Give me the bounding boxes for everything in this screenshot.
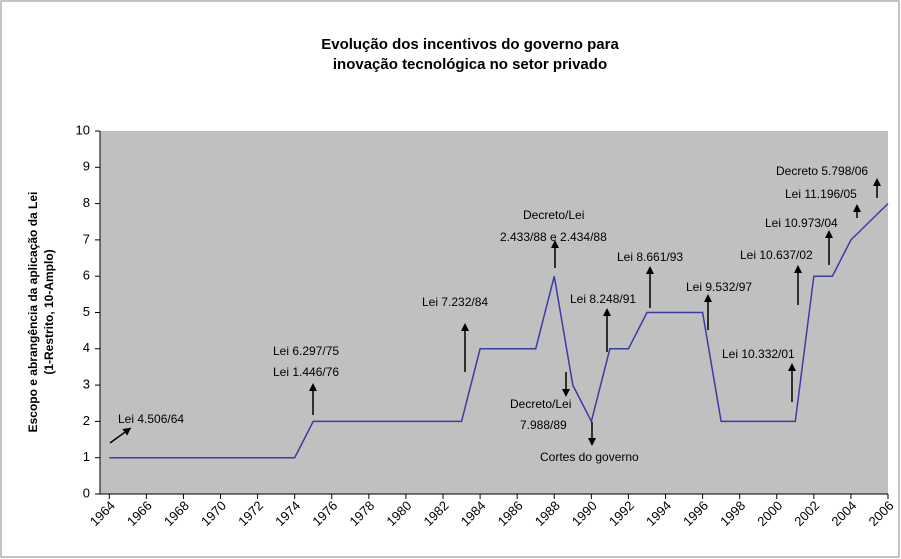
y-tick-label: 10 xyxy=(76,122,90,137)
y-tick-label: 8 xyxy=(83,195,90,210)
annotation: Lei 10.637/02 xyxy=(740,248,813,262)
annotation: Lei 10.332/01 xyxy=(722,347,795,361)
chart-title: inovação tecnológica no setor privado xyxy=(333,56,607,73)
annotation: Decreto/Lei xyxy=(510,397,571,411)
data-line xyxy=(109,203,889,459)
annotation: Lei 8.248/91 xyxy=(570,292,636,306)
annotation: Lei 9.532/97 xyxy=(686,280,752,294)
y-tick-label: 0 xyxy=(83,485,90,500)
y-tick-label: 3 xyxy=(83,377,90,392)
annotation: Lei 7.232/84 xyxy=(422,295,488,309)
annotation: 2.433/88 e 2.434/88 xyxy=(500,230,607,244)
y-axis-label: (1-Restrito, 10-Amplo) xyxy=(42,249,56,374)
annotation: Lei 4.506/64 xyxy=(118,412,184,426)
y-tick-label: 2 xyxy=(83,413,90,428)
chart-title: Evolução dos incentivos do governo para xyxy=(321,36,619,53)
annotation: Decreto 5.798/06 xyxy=(776,164,868,178)
annotation: 7.988/89 xyxy=(520,418,567,432)
y-tick-label: 6 xyxy=(83,268,90,283)
plot-area xyxy=(100,131,888,494)
y-tick-label: 1 xyxy=(83,449,90,464)
y-tick-label: 5 xyxy=(83,304,90,319)
annotation: Lei 8.661/93 xyxy=(617,250,683,264)
arrow xyxy=(109,427,132,444)
annotation: Cortes do governo xyxy=(540,450,639,464)
annotation: Lei 10.973/04 xyxy=(765,216,838,230)
y-axis-label: Escopo e abrangência da aplicação da Lei xyxy=(26,192,40,433)
y-tick-label: 9 xyxy=(83,159,90,174)
annotation: Lei 6.297/75 xyxy=(273,344,339,358)
annotation: Decreto/Lei xyxy=(523,208,584,222)
annotation: Lei 11.196/05 xyxy=(785,187,857,201)
y-tick-label: 4 xyxy=(83,340,90,355)
y-tick-label: 7 xyxy=(83,231,90,246)
annotation: Lei 1.446/76 xyxy=(273,365,339,379)
